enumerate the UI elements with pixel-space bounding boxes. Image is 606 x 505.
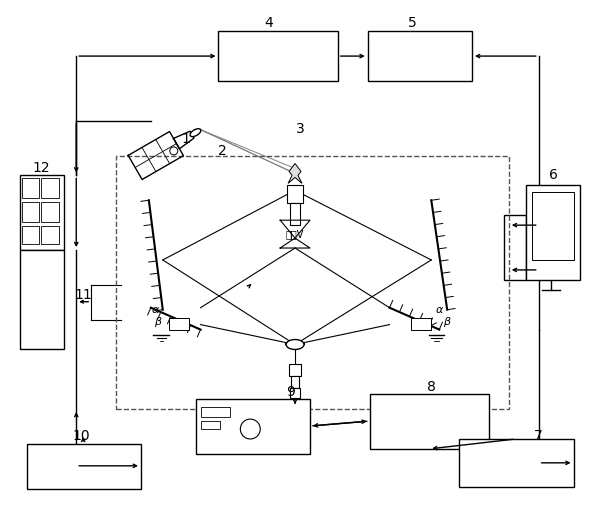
Bar xyxy=(504,215,526,280)
Circle shape xyxy=(170,147,178,155)
Text: 速度V: 速度V xyxy=(286,229,304,239)
Text: 9: 9 xyxy=(285,385,295,399)
Bar xyxy=(19,175,64,250)
Bar xyxy=(27,444,141,489)
Text: 11: 11 xyxy=(75,288,92,302)
Bar xyxy=(19,250,64,349)
Text: α: α xyxy=(152,305,159,315)
Bar xyxy=(370,394,489,449)
Text: 1: 1 xyxy=(181,132,190,145)
Bar xyxy=(22,178,39,198)
Bar xyxy=(41,178,59,198)
Bar xyxy=(196,399,310,454)
Bar xyxy=(201,407,230,417)
Text: 7: 7 xyxy=(534,429,543,443)
Bar xyxy=(219,31,338,81)
Bar xyxy=(22,226,39,244)
Text: 4: 4 xyxy=(264,16,273,30)
Bar xyxy=(289,365,301,376)
Text: β: β xyxy=(442,317,450,327)
Text: 6: 6 xyxy=(549,169,558,182)
Bar xyxy=(368,31,472,81)
Bar xyxy=(287,185,303,204)
Bar xyxy=(22,203,39,222)
Text: α: α xyxy=(436,305,443,315)
Bar xyxy=(290,204,300,225)
Bar xyxy=(411,318,431,330)
Bar xyxy=(531,192,574,260)
Text: 2: 2 xyxy=(218,143,227,158)
Ellipse shape xyxy=(286,339,304,349)
Text: 10: 10 xyxy=(72,429,90,443)
Bar xyxy=(290,388,300,398)
Text: 3: 3 xyxy=(296,122,304,136)
Text: β: β xyxy=(155,317,161,327)
Bar xyxy=(168,318,188,330)
Bar xyxy=(526,185,581,280)
Bar xyxy=(41,226,59,244)
Bar xyxy=(291,376,299,388)
Text: 5: 5 xyxy=(408,16,417,30)
Text: 8: 8 xyxy=(427,380,436,394)
Bar xyxy=(41,203,59,222)
Circle shape xyxy=(241,419,260,439)
Polygon shape xyxy=(288,164,302,183)
Ellipse shape xyxy=(190,129,201,137)
Bar xyxy=(201,421,221,429)
Text: 12: 12 xyxy=(33,162,50,175)
Bar xyxy=(459,439,573,487)
Bar xyxy=(116,156,509,409)
